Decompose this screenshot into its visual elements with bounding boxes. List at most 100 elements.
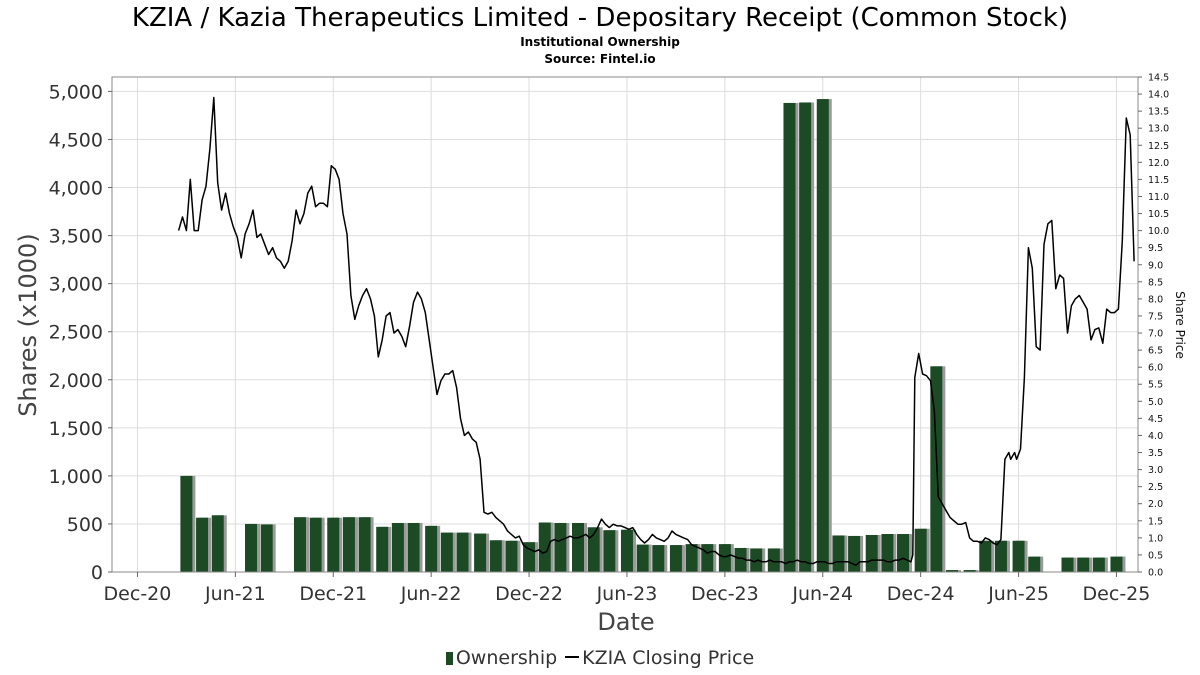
ownership-bar <box>196 517 209 572</box>
y-left-tick-label: 1,500 <box>49 418 103 440</box>
ownership-bar <box>474 533 487 572</box>
chart-source: Source: Fintel.io <box>544 52 656 66</box>
x-axis-label: Date <box>597 608 654 636</box>
ownership-bar <box>1012 540 1025 572</box>
y-left-tick-label: 5,000 <box>49 81 103 103</box>
y-right-tick-label: 4.0 <box>1148 431 1163 442</box>
ownership-bars <box>180 99 1126 573</box>
ownership-bar <box>979 540 992 572</box>
ownership-bar <box>848 535 861 572</box>
ownership-bar <box>767 548 780 572</box>
ownership-bar <box>554 522 567 572</box>
x-tick-label: Dec-24 <box>887 583 955 605</box>
y-axis-right: 0.0 0.5 1.0 1.5 2.0 2.5 3.0 3.5 4.0 4.5 5.0 5.5 6.0 6… <box>1138 73 1169 579</box>
ownership-bar <box>489 540 502 572</box>
y-right-tick-label: 12.5 <box>1148 141 1169 152</box>
legend-price[interactable]: KZIA Closing Price <box>561 647 754 669</box>
y-right-tick-label: 1.5 <box>1148 516 1163 527</box>
y-left-tick-label: 500 <box>67 514 103 536</box>
chart-title: KZIA / Kazia Therapeutics Limited - Depo… <box>131 3 1069 33</box>
ownership-chart: 0 500 1,000 1,500 2,000 2,500 3,000 3,500 4,000 4… <box>14 73 1187 637</box>
ownership-bar <box>897 534 910 572</box>
ownership-bar <box>1092 557 1105 572</box>
y-right-tick-label: 2.5 <box>1148 482 1163 493</box>
y-left-tick-label: 2,000 <box>49 370 103 392</box>
x-tick-label: Dec-20 <box>104 583 172 605</box>
ownership-bar <box>180 475 193 572</box>
x-tick-label: Dec-23 <box>691 583 759 605</box>
legend-ownership-label: Ownership <box>455 647 558 669</box>
legend-line-swatch <box>565 656 580 658</box>
y-right-tick-label: 2.0 <box>1148 499 1163 510</box>
y-left-tick-label: 1,000 <box>49 466 103 488</box>
y-right-tick-label: 1.0 <box>1148 533 1163 544</box>
ownership-bar <box>342 517 355 572</box>
ownership-bar <box>1061 557 1074 572</box>
y-right-tick-label: 11.0 <box>1148 192 1169 203</box>
ownership-bar <box>1028 556 1041 572</box>
ownership-bar <box>293 517 306 572</box>
ownership-bar <box>327 517 340 572</box>
ownership-bar <box>652 545 665 572</box>
legend-bar-swatch <box>445 652 453 665</box>
y-right-tick-label: 13.0 <box>1148 124 1169 135</box>
ownership-bar <box>260 524 273 572</box>
x-tick-label: Dec-21 <box>299 583 367 605</box>
ownership-bar <box>1077 557 1090 572</box>
ownership-bar <box>376 526 389 572</box>
x-tick-label: Dec-25 <box>1083 583 1151 605</box>
ownership-bar <box>945 570 958 572</box>
y-left-tick-label: 0 <box>91 562 103 584</box>
legend-ownership[interactable]: Ownership <box>445 647 558 669</box>
y-right-tick-label: 8.5 <box>1148 277 1163 288</box>
y-right-tick-label: 7.5 <box>1148 311 1163 322</box>
ownership-bar <box>440 532 453 572</box>
ownership-bar <box>734 547 747 572</box>
ownership-bar <box>572 522 585 572</box>
x-axis: Dec-20 Jun-21 Dec-21 Jun-22 Dec-22 Jun-23 Dec-… <box>104 572 1151 605</box>
ownership-bar <box>620 529 633 572</box>
x-tick-label: Jun-23 <box>596 583 658 605</box>
y-right-tick-label: 8.0 <box>1148 294 1163 305</box>
price-line <box>177 96 1135 566</box>
y-left-tick-label: 2,500 <box>49 322 103 344</box>
ownership-bar <box>456 532 469 572</box>
ownership-bar <box>799 102 812 572</box>
ownership-bar <box>881 534 894 572</box>
ownership-bar <box>669 545 682 572</box>
y-right-tick-label: 5.0 <box>1148 397 1163 408</box>
y-axis-right-label: Share Price <box>1173 291 1187 359</box>
ownership-bar <box>636 544 649 572</box>
ownership-bar <box>245 523 258 572</box>
x-tick-label: Jun-25 <box>987 583 1049 605</box>
y-left-tick-label: 4,000 <box>49 178 103 200</box>
ownership-bar <box>994 540 1007 572</box>
x-tick-label: Jun-24 <box>791 583 853 605</box>
y-right-tick-label: 4.5 <box>1148 414 1163 425</box>
ownership-bar <box>309 517 322 572</box>
ownership-bar <box>832 535 845 572</box>
y-right-tick-label: 3.5 <box>1148 448 1163 459</box>
y-right-tick-label: 12.0 <box>1148 158 1169 169</box>
grid <box>112 77 1138 573</box>
y-right-tick-label: 14.0 <box>1148 90 1169 101</box>
y-right-tick-label: 10.0 <box>1148 226 1169 237</box>
chart-subtitle: Institutional Ownership <box>520 35 680 49</box>
legend-price-label: KZIA Closing Price <box>582 647 755 669</box>
ownership-bar <box>865 534 878 572</box>
ownership-bar <box>505 540 518 572</box>
y-right-tick-label: 13.5 <box>1148 107 1169 118</box>
y-right-tick-label: 5.5 <box>1148 380 1163 391</box>
ownership-bar <box>358 517 371 572</box>
ownership-bar <box>914 528 927 572</box>
ownership-bar <box>538 522 551 572</box>
ownership-bar <box>425 525 438 572</box>
ownership-bar <box>701 544 714 572</box>
ownership-bar <box>1110 556 1123 572</box>
x-tick-label: Jun-21 <box>204 583 266 605</box>
y-left-tick-label: 4,500 <box>49 129 103 151</box>
y-right-tick-label: 0.0 <box>1148 568 1163 579</box>
plot-area <box>111 76 1139 573</box>
ownership-bar <box>816 99 829 572</box>
ownership-bar <box>685 544 698 572</box>
